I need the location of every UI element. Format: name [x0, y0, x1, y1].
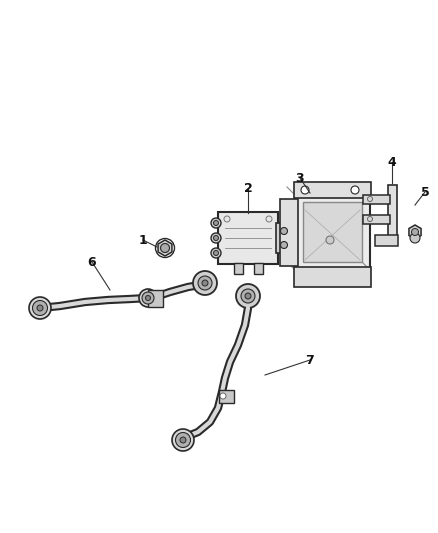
FancyBboxPatch shape: [254, 262, 262, 273]
Text: 2: 2: [244, 182, 252, 195]
Circle shape: [32, 301, 47, 316]
Circle shape: [172, 429, 194, 451]
FancyBboxPatch shape: [280, 199, 298, 266]
Circle shape: [213, 221, 219, 225]
Circle shape: [245, 293, 251, 299]
Circle shape: [139, 289, 157, 307]
FancyBboxPatch shape: [219, 390, 233, 402]
FancyBboxPatch shape: [294, 182, 371, 198]
Circle shape: [160, 244, 170, 253]
FancyBboxPatch shape: [294, 267, 371, 287]
Circle shape: [211, 218, 221, 228]
Text: 7: 7: [306, 353, 314, 367]
Circle shape: [213, 236, 219, 240]
Text: 5: 5: [420, 185, 429, 198]
FancyBboxPatch shape: [363, 214, 389, 223]
Circle shape: [202, 280, 208, 286]
Circle shape: [213, 251, 219, 255]
Circle shape: [220, 393, 226, 399]
Circle shape: [351, 186, 359, 194]
Circle shape: [211, 248, 221, 258]
Circle shape: [326, 236, 334, 244]
Circle shape: [145, 295, 151, 301]
Text: 6: 6: [88, 255, 96, 269]
FancyBboxPatch shape: [363, 195, 389, 204]
FancyBboxPatch shape: [148, 289, 162, 306]
Circle shape: [193, 271, 217, 295]
Polygon shape: [409, 225, 421, 239]
Polygon shape: [158, 240, 172, 256]
Circle shape: [241, 289, 255, 303]
Circle shape: [280, 228, 287, 235]
Circle shape: [301, 186, 309, 194]
Circle shape: [198, 276, 212, 290]
Circle shape: [236, 284, 260, 308]
Circle shape: [176, 432, 191, 448]
Circle shape: [411, 229, 418, 236]
FancyBboxPatch shape: [233, 262, 243, 273]
Circle shape: [211, 233, 221, 243]
Circle shape: [410, 233, 420, 243]
Polygon shape: [295, 195, 370, 270]
FancyBboxPatch shape: [374, 235, 398, 246]
Circle shape: [37, 305, 43, 311]
Text: 1: 1: [138, 233, 147, 246]
Circle shape: [142, 292, 154, 304]
FancyBboxPatch shape: [388, 184, 396, 240]
Polygon shape: [303, 202, 362, 262]
FancyBboxPatch shape: [218, 212, 278, 264]
Circle shape: [180, 437, 186, 443]
Circle shape: [280, 241, 287, 248]
Circle shape: [29, 297, 51, 319]
FancyBboxPatch shape: [276, 223, 292, 253]
Text: 3: 3: [296, 172, 304, 184]
Text: 4: 4: [388, 156, 396, 168]
